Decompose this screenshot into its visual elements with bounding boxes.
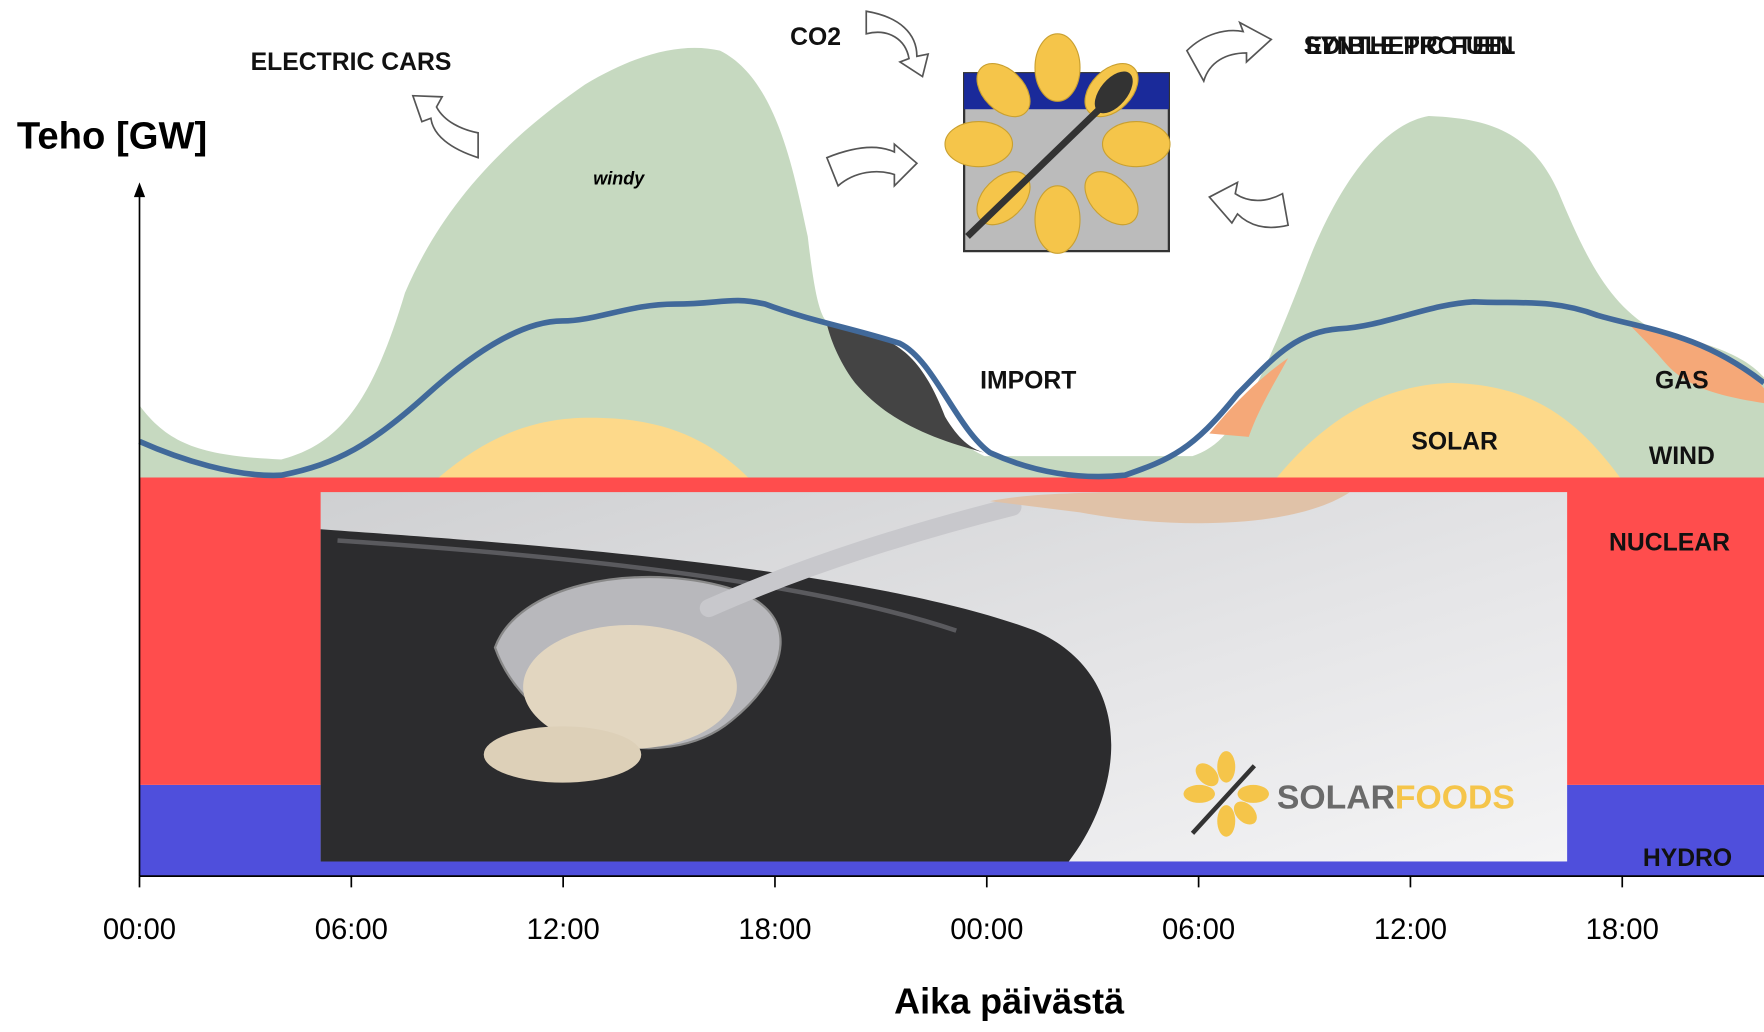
arrow	[413, 96, 478, 158]
arrow	[1209, 182, 1288, 227]
label: IMPORT	[980, 367, 1076, 394]
label: CO2	[790, 24, 841, 51]
x-tick-label: 18:00	[1586, 914, 1659, 946]
x-tick-label: 06:00	[315, 914, 388, 946]
label: HYDRO	[1643, 845, 1732, 872]
solar-foods-logo	[945, 34, 1170, 254]
label: ELECTRIC CARS	[251, 49, 452, 76]
x-tick-label: 12:00	[1374, 914, 1447, 946]
x-tick-label: 00:00	[950, 914, 1023, 946]
y-axis-label: Teho [GW]	[17, 115, 207, 158]
logo-text: SOLARFOODS	[1277, 779, 1515, 817]
x-tick-label: 18:00	[738, 914, 811, 946]
label: windy	[593, 169, 645, 189]
product-photo: SOLARFOODS	[321, 492, 1568, 861]
arrow	[866, 11, 928, 76]
label: GAS	[1655, 367, 1709, 394]
label: EDIBLE PROTEIN	[1306, 33, 1514, 60]
x-tick-label: 00:00	[103, 914, 176, 946]
x-tick-label: 06:00	[1162, 914, 1235, 946]
x-axis-label: Aika päivästä	[894, 980, 1125, 1021]
label: WIND	[1649, 443, 1715, 470]
label: SOLAR	[1411, 428, 1498, 455]
y-axis-arrow	[134, 182, 145, 197]
x-ticks: 00:00 06:00 12:00 18:00 00:00 06:00 12:00 18:00	[103, 876, 1659, 946]
arrow	[827, 144, 917, 186]
arrow	[1187, 23, 1271, 82]
x-tick-label: 12:00	[527, 914, 600, 946]
label: NUCLEAR	[1609, 530, 1730, 557]
